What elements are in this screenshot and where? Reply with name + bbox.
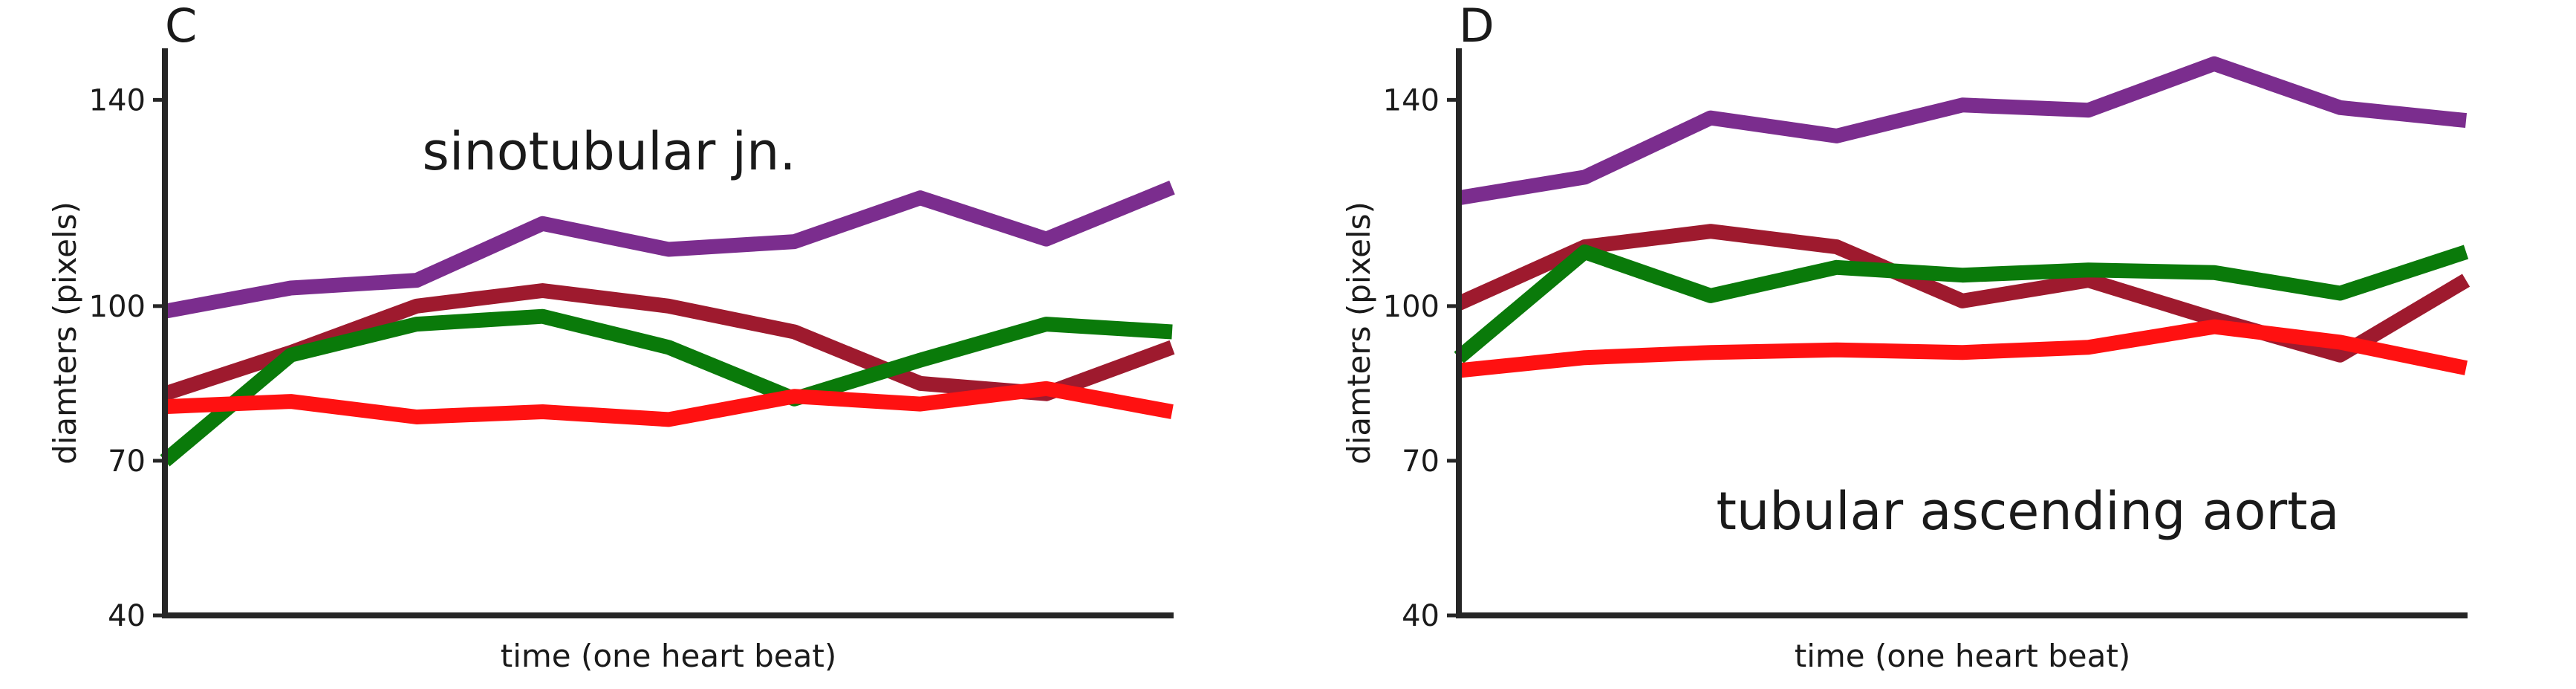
y-tick-label: 70 (108, 444, 146, 479)
y-tick-label: 140 (1383, 83, 1440, 117)
y-tick-label: 40 (1402, 599, 1440, 633)
y-tick-label: 40 (108, 599, 146, 633)
panel-letter-c: C (165, 0, 197, 53)
y-tick-label: 140 (89, 83, 146, 117)
series-lines (1454, 56, 2471, 378)
y-axis-label: diamters (pixels) (47, 201, 83, 465)
panel-d: D tubular ascending aorta 40 70 100 140 tim… (1341, 0, 2471, 674)
y-ticks: 40 70 100 140 (89, 83, 165, 633)
series-line-4 (1457, 319, 2468, 378)
y-ticks: 40 70 100 140 (1383, 83, 1459, 633)
x-axis-label: time (one heart beat) (501, 638, 837, 674)
panel-c: C sinotubular jn. 40 70 100 140 time (one h… (47, 0, 1175, 674)
series-line-1 (1457, 56, 2468, 206)
series-line-3 (160, 308, 1173, 467)
series-lines (160, 181, 1175, 467)
x-axis-label: time (one heart beat) (1795, 638, 2131, 674)
annotation-sinotubular: sinotubular jn. (422, 121, 796, 182)
annotation-tubular-ascending-aorta: tubular ascending aorta (1716, 481, 2339, 542)
panel-letter-d: D (1459, 0, 1494, 53)
y-tick-label: 100 (89, 290, 146, 324)
series-line-4 (164, 381, 1174, 427)
y-axis-label: diamters (pixels) (1341, 201, 1377, 465)
series-line-1 (163, 181, 1175, 319)
y-tick-label: 70 (1402, 444, 1440, 479)
y-tick-label: 100 (1383, 290, 1440, 324)
series-line-3 (1454, 245, 2469, 363)
